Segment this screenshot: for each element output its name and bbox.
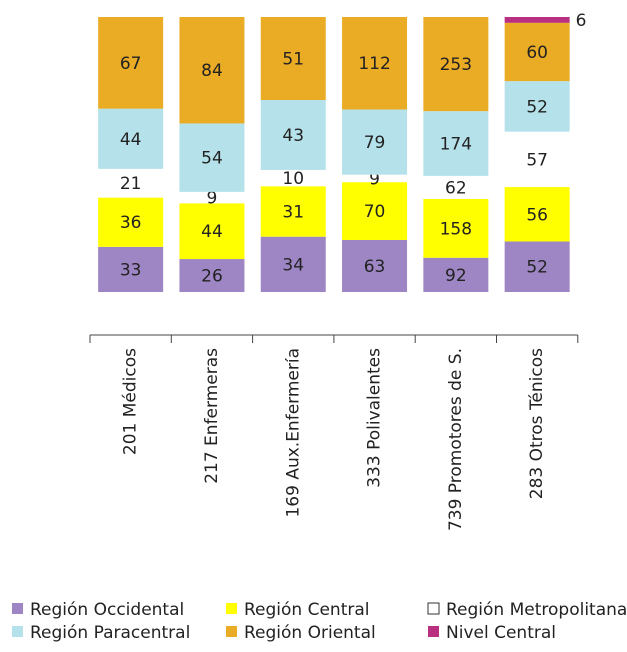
bar-segment [98, 197, 164, 247]
bar-segment [260, 99, 326, 170]
bar-segment [423, 175, 489, 199]
legend-label: Región Oriental [244, 623, 376, 643]
data-label: 9 [207, 189, 218, 209]
data-label: 10 [282, 169, 304, 189]
data-label: 6 [576, 11, 587, 31]
bar-segment [423, 17, 489, 112]
x-tick-label: 201 Médicos [121, 348, 141, 455]
bar-segment [179, 123, 245, 192]
bar-segment [342, 174, 408, 183]
data-label: 84 [201, 61, 223, 81]
data-label: 26 [201, 267, 223, 287]
bar-segment [504, 131, 570, 188]
bar-segment [504, 241, 570, 292]
data-label: 56 [526, 205, 548, 225]
bar-segment [98, 168, 164, 198]
bar-segment [504, 22, 570, 82]
bar-segment [260, 17, 326, 100]
bar-segment [260, 169, 326, 187]
bar-segment [342, 109, 408, 175]
data-label: 44 [201, 222, 223, 242]
data-label: 44 [120, 130, 142, 150]
bar-segment [504, 81, 570, 132]
bar-segment [342, 239, 408, 292]
x-tick-label: 217 Enfermeras [202, 348, 222, 484]
legend-swatch [427, 602, 440, 615]
data-label: 52 [526, 258, 548, 278]
legend-label: Nivel Central [446, 623, 556, 643]
bar-segment [179, 191, 245, 204]
bar-segment [342, 182, 408, 240]
x-tick-label: 333 Polivalentes [365, 348, 385, 488]
data-label: 60 [526, 43, 548, 63]
legend-swatch [12, 626, 23, 637]
data-label: 62 [445, 178, 467, 198]
data-label: 79 [364, 133, 386, 153]
legend-swatch [428, 626, 439, 637]
bar-segment [98, 108, 164, 169]
data-label: 112 [358, 54, 390, 74]
data-label: 92 [445, 266, 467, 286]
data-label: 52 [526, 97, 548, 117]
data-label: 21 [120, 174, 142, 194]
bar-segment [423, 111, 489, 176]
data-label: 63 [364, 257, 386, 277]
data-label: 31 [282, 202, 304, 222]
bar-segment [98, 246, 164, 292]
legend-label: Región Occidental [30, 600, 184, 620]
data-label: 253 [440, 55, 472, 75]
x-tick-label: 169 Aux.Enfermería [283, 348, 303, 518]
bar-segment [423, 198, 489, 258]
x-tick-label: 739 Promotores de S. [446, 348, 466, 531]
bar-segment [179, 17, 245, 124]
data-label: 36 [120, 213, 142, 233]
data-label: 43 [282, 126, 304, 146]
bar-segment [260, 186, 326, 237]
legend-label: Región Central [244, 600, 370, 620]
legend-label: Región Paracentral [30, 623, 190, 643]
data-label: 70 [364, 202, 386, 222]
legend-swatch [226, 626, 237, 637]
bar-segment [504, 187, 570, 242]
data-label: 67 [120, 54, 142, 74]
legend-swatch [226, 603, 237, 614]
data-label: 54 [201, 149, 223, 169]
data-label: 57 [526, 150, 548, 170]
bar-segment [423, 257, 489, 292]
bar-segment [98, 17, 164, 109]
data-label: 34 [282, 255, 304, 275]
bar-segment [260, 236, 326, 292]
legend-swatch [12, 603, 23, 614]
legend-label: Región Metropolitana [446, 600, 627, 620]
bar-segment [504, 17, 570, 23]
data-label: 174 [440, 135, 472, 155]
data-label: 158 [440, 219, 472, 239]
x-tick-label: 283 Otros Ténicos [527, 348, 547, 499]
data-label: 9 [369, 169, 380, 189]
bar-segment [179, 203, 245, 260]
bar-segment [342, 17, 408, 110]
data-label: 51 [282, 49, 304, 69]
data-label: 33 [120, 260, 142, 280]
bar-segment [179, 259, 245, 292]
